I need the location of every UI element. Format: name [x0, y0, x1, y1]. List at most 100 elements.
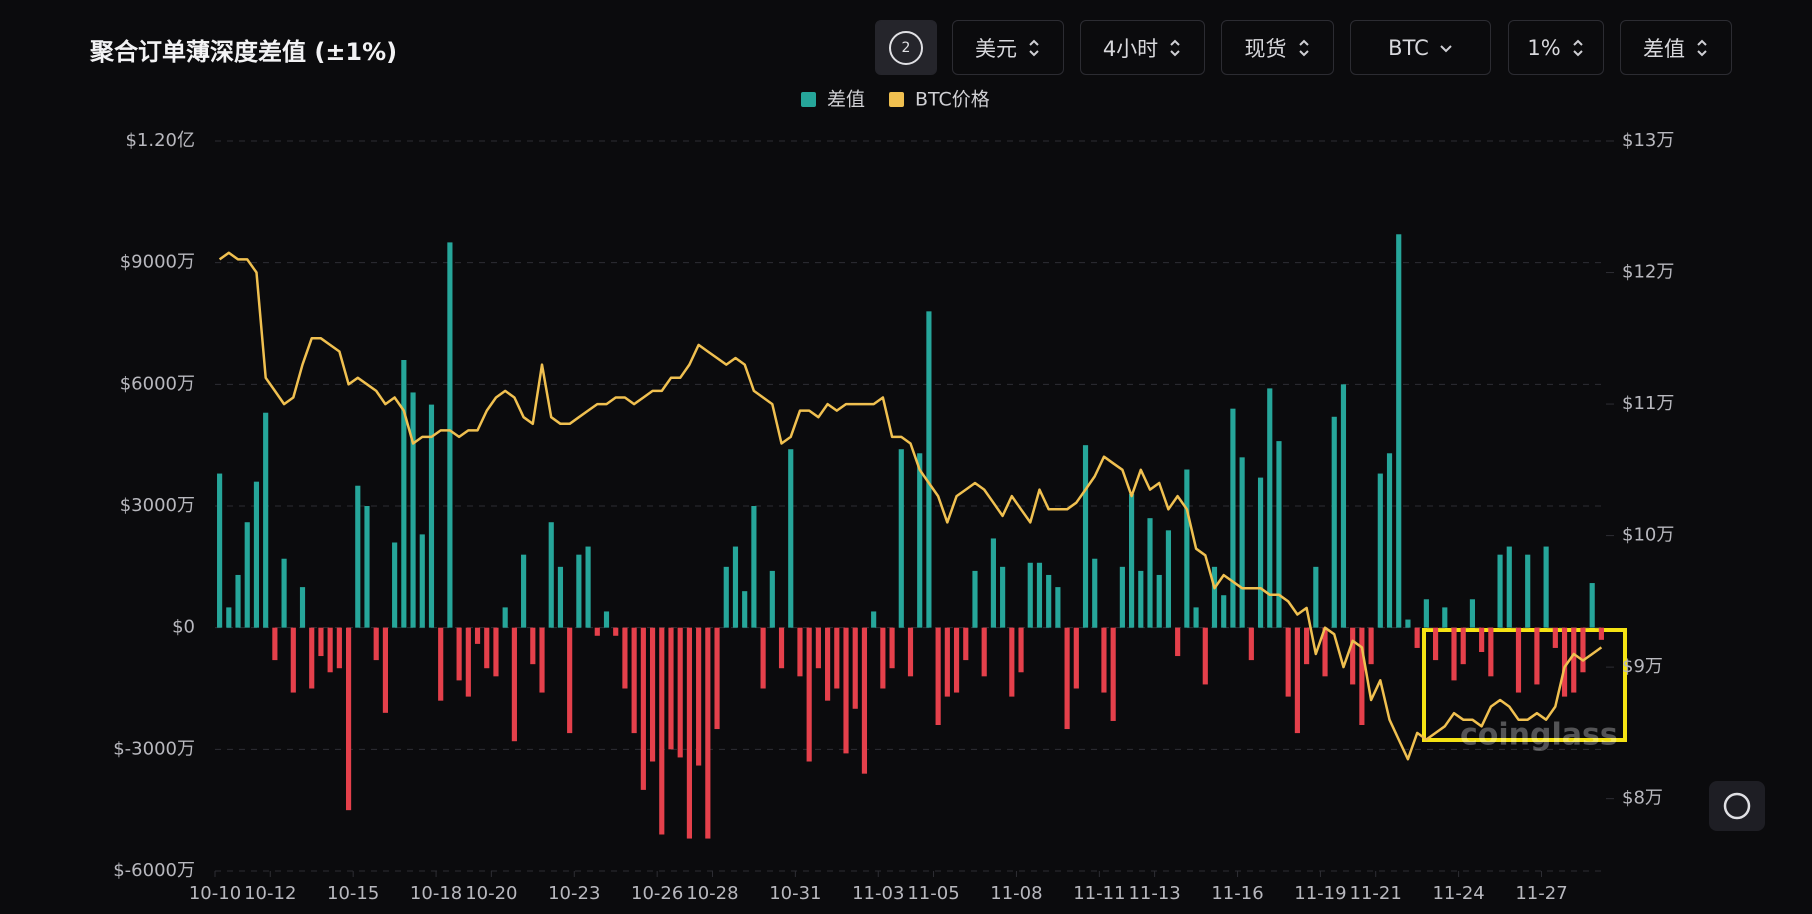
bar: [364, 506, 370, 628]
dropdown-label: 4小时: [1102, 36, 1159, 61]
dropdown[interactable]: 现货: [1221, 20, 1334, 75]
dropdown[interactable]: 4小时: [1080, 20, 1205, 75]
title: 聚合订单薄深度差值 (±1%): [90, 38, 398, 66]
bar: [935, 627, 941, 725]
y2-tick-label: $8万: [1622, 788, 1663, 809]
y-tick-label: $1.20亿: [125, 130, 195, 151]
bar: [217, 473, 223, 628]
bar: [1322, 627, 1328, 677]
x-tick-label: 10-12: [244, 883, 296, 904]
y-tick-label: $6000万: [120, 373, 195, 394]
legend-swatch: [889, 92, 905, 107]
bar: [235, 574, 241, 628]
bar: [861, 627, 868, 774]
dropdown[interactable]: BTC: [1350, 20, 1491, 75]
bar: [880, 627, 886, 689]
bar: [290, 627, 296, 693]
bar: [972, 570, 978, 628]
x-tick-label: 10-18: [410, 883, 462, 904]
bar: [1506, 546, 1512, 628]
bar: [1396, 234, 1402, 628]
chevron-path: [1298, 39, 1309, 56]
x-tick-label: 11-11: [1073, 883, 1125, 904]
bar: [815, 627, 821, 669]
x-tick-label: 10-23: [548, 883, 600, 904]
settings-button[interactable]: [1709, 781, 1765, 831]
chevron: [1697, 39, 1707, 56]
bar: [981, 627, 987, 677]
x-tick-label: 11-05: [907, 883, 959, 904]
bar: [1092, 558, 1098, 628]
bar: [594, 627, 600, 636]
bar: [1129, 493, 1135, 628]
x-tick-label: 11-21: [1350, 883, 1402, 904]
bar: [1368, 627, 1374, 665]
bar: [438, 627, 444, 701]
bar: [253, 481, 260, 628]
bar: [1239, 457, 1245, 628]
x-tick-label: 11-24: [1432, 883, 1484, 904]
bar: [889, 627, 895, 669]
dropdown[interactable]: 差值: [1620, 20, 1732, 75]
bar: [852, 627, 858, 709]
bar: [640, 627, 646, 790]
bar: [778, 627, 785, 669]
bar: [797, 627, 803, 677]
bar: [917, 453, 923, 628]
bar: [1110, 627, 1116, 721]
x-tick-label: 10-28: [686, 883, 738, 904]
bar: [1580, 627, 1586, 673]
bar: [1543, 546, 1549, 628]
y-tick-label: $-3000万: [113, 738, 195, 759]
bar: [1276, 441, 1282, 628]
bar: [1451, 627, 1457, 681]
bar: [1101, 627, 1107, 693]
bar: [686, 627, 692, 839]
bar: [1534, 627, 1540, 685]
bar: [696, 627, 702, 766]
chevron: [1440, 44, 1452, 52]
bar: [1469, 599, 1476, 628]
bar: [456, 627, 462, 681]
chevron-path: [1170, 39, 1180, 56]
bar: [1331, 416, 1337, 628]
chevron-path: [1572, 39, 1583, 56]
bar: [1147, 518, 1153, 628]
bar: [521, 554, 527, 628]
bar: [1294, 627, 1300, 734]
dropdown[interactable]: 1%: [1508, 20, 1604, 75]
dropdown-label: 差值: [1643, 36, 1685, 61]
bar: [1064, 627, 1070, 730]
bar: [1027, 562, 1033, 628]
bar: [1497, 554, 1503, 628]
dropdown-label: 1%: [1527, 35, 1561, 60]
refresh-button[interactable]: 2: [875, 20, 937, 75]
bar: [336, 627, 342, 669]
x-tick-label: 11-13: [1128, 883, 1180, 904]
bar: [585, 546, 591, 628]
highlight-box: [1422, 628, 1627, 742]
legend-label: 差值: [827, 89, 865, 111]
bar: [567, 627, 573, 734]
bar: [1285, 627, 1291, 697]
bar: [1055, 587, 1061, 628]
bar: [963, 627, 969, 661]
bar: [1267, 388, 1273, 628]
y2-tick-label: $12万: [1622, 262, 1674, 283]
dropdown-label: BTC: [1388, 35, 1429, 60]
refresh-icon: 2: [889, 30, 923, 65]
bar: [1082, 445, 1089, 628]
bar: [1165, 530, 1172, 628]
bar: [1193, 607, 1199, 628]
bar: [1414, 627, 1420, 648]
y2-tick-label: $13万: [1622, 130, 1674, 151]
bar: [603, 611, 610, 628]
bar: [511, 627, 517, 742]
bar: [1073, 627, 1079, 689]
bar: [576, 554, 582, 628]
dropdown[interactable]: 美元: [952, 20, 1064, 75]
bar: [502, 607, 508, 628]
bar: [668, 627, 674, 750]
y-tick-label: $0: [172, 617, 195, 638]
